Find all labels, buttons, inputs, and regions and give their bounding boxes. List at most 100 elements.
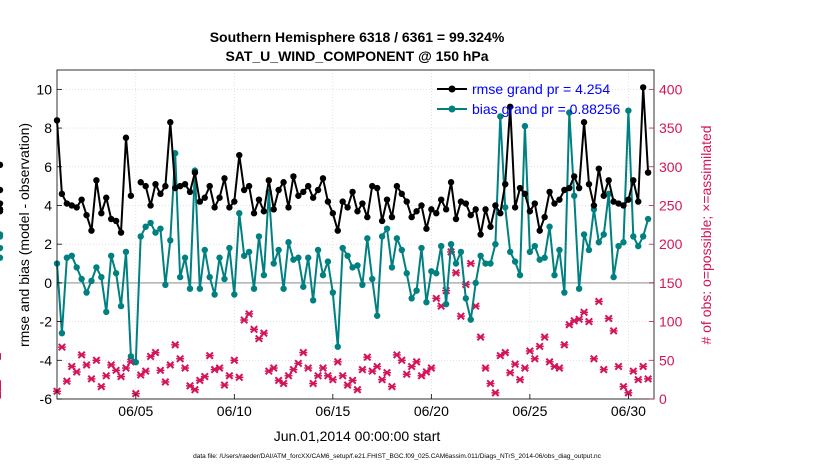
rmse-point	[285, 204, 292, 211]
rmse-point	[201, 194, 208, 201]
bias-point	[132, 359, 140, 366]
obs-marker	[338, 371, 347, 380]
bias-point	[231, 291, 238, 298]
rmse-point	[644, 169, 652, 176]
obs-marker	[540, 333, 549, 341]
bias-point	[571, 192, 578, 199]
y-axis-right-label: # of obs: o=possible; ×=assimilated	[698, 125, 714, 344]
rmse-point	[364, 213, 371, 221]
bias-point	[378, 233, 386, 240]
bias-point	[600, 231, 607, 238]
bias-point	[98, 273, 105, 281]
rmse-point	[295, 192, 302, 199]
rmse-point	[275, 186, 282, 194]
bias-point	[103, 308, 110, 316]
obs-marker	[580, 308, 589, 317]
obs-marker	[378, 375, 387, 384]
bias-point	[290, 256, 297, 263]
bias-point	[117, 302, 125, 310]
bias-point	[255, 233, 263, 240]
rmse-point	[216, 194, 223, 201]
rmse-point	[531, 200, 538, 207]
obs-marker	[141, 367, 150, 376]
bias-point	[221, 275, 228, 283]
obs-marker	[594, 297, 603, 306]
obs-marker	[511, 360, 520, 369]
bias-series	[0, 107, 652, 366]
bias-point	[373, 312, 381, 319]
y-right-tick-label: 400	[659, 81, 683, 97]
rmse-point	[575, 184, 583, 192]
bias-point	[620, 239, 627, 246]
bias-point	[526, 248, 534, 256]
rmse-point	[635, 198, 642, 205]
rmse-point	[147, 202, 154, 209]
bias-point	[433, 270, 440, 277]
y-right-tick-label: 100	[659, 314, 683, 330]
bias-point	[236, 210, 243, 217]
obs-marker	[333, 357, 342, 366]
rmse-point	[630, 177, 637, 184]
rmse-point	[571, 173, 578, 180]
bias-point	[309, 297, 317, 304]
bias-point	[447, 240, 455, 248]
bias-point	[0, 244, 4, 252]
obs-marker	[328, 375, 337, 384]
x-axis-label: Jun.01,2014 00:00:00 start	[274, 428, 441, 444]
bias-point	[250, 285, 258, 292]
bias-point	[521, 122, 529, 130]
bias-point	[369, 275, 376, 283]
rmse-point	[418, 202, 425, 209]
bias-point	[112, 270, 120, 277]
bias-point	[359, 281, 366, 289]
rmse-point	[157, 190, 164, 198]
bias-point	[630, 233, 637, 240]
obs-marker	[516, 375, 525, 384]
y-left-tick-label: 10	[36, 81, 52, 97]
obs-marker	[205, 351, 214, 360]
y-left-tick-label: -6	[40, 391, 53, 407]
rmse-point	[73, 204, 80, 211]
legend-bias-marker	[448, 105, 456, 113]
bias-point	[305, 254, 312, 261]
bias-point	[467, 316, 474, 323]
rmse-point	[516, 184, 524, 192]
obs-marker	[121, 364, 130, 372]
bias-point	[93, 264, 100, 271]
x-tick-label: 06/25	[512, 403, 547, 419]
obs-marker	[501, 348, 510, 357]
obs-marker	[629, 367, 638, 376]
bias-point	[556, 246, 563, 254]
obs-marker	[318, 364, 327, 372]
obs-marker	[279, 379, 288, 388]
rmse-point	[334, 227, 341, 234]
rmse-point	[305, 182, 312, 190]
y-right-tick-label: 0	[659, 391, 667, 407]
bias-point	[639, 233, 647, 240]
bias-point	[383, 225, 391, 232]
obs-marker	[619, 382, 628, 391]
bias-point	[275, 246, 282, 254]
rmse-point	[497, 210, 504, 217]
bias-point	[206, 273, 213, 281]
legend: rmse grand pr = 4.254 bias grand pr = 0.…	[437, 81, 620, 117]
rmse-point	[93, 177, 100, 184]
bias-point	[186, 285, 194, 292]
rmse-point	[526, 208, 534, 215]
obs-marker	[520, 364, 529, 372]
bias-point	[635, 242, 642, 250]
obs-marker	[614, 362, 623, 371]
rmse-point	[68, 202, 75, 209]
rmse-point	[107, 215, 115, 223]
bias-point	[88, 277, 95, 285]
plot-frame	[56, 69, 655, 400]
rmse-point	[383, 196, 391, 203]
bias-point	[107, 252, 115, 259]
obs-marker	[481, 364, 490, 372]
rmse-point	[0, 206, 4, 213]
obs-marker	[176, 354, 185, 363]
rmse-point	[354, 208, 361, 215]
bias-point	[580, 231, 588, 238]
rmse-point	[506, 103, 514, 110]
